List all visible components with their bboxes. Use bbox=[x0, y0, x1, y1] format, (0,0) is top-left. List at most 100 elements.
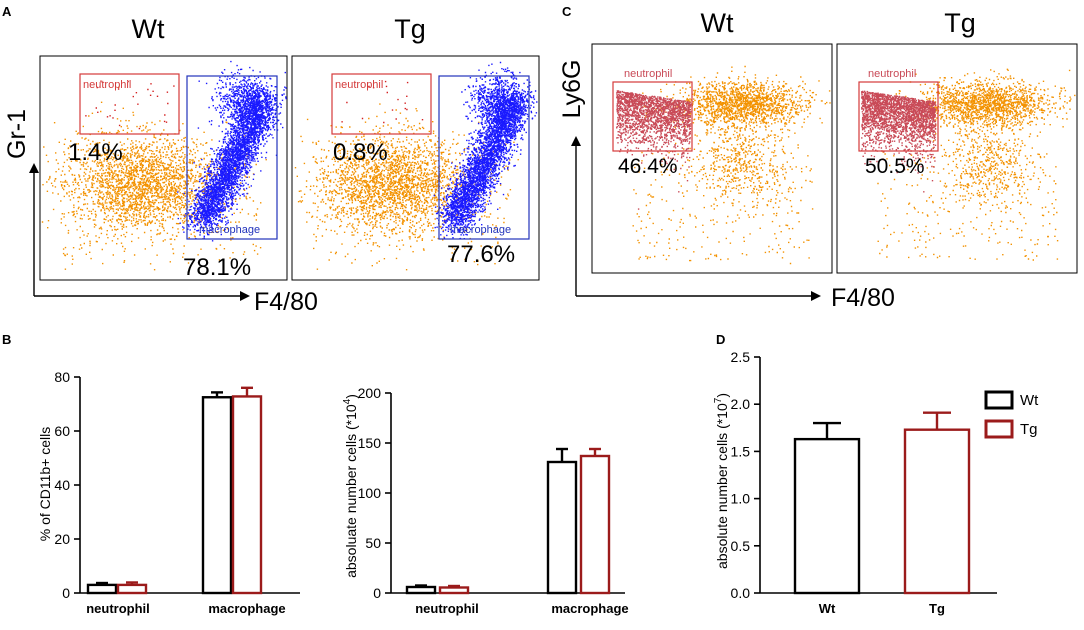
panel-a-x-axis-label: F4/80 bbox=[254, 288, 318, 316]
y-tick-label: 50 bbox=[365, 535, 381, 551]
panel-a-tg-macrophage-gate-label: macrophage bbox=[450, 224, 511, 236]
x-category-label: macrophage bbox=[551, 601, 628, 616]
y-tick-label: 1.0 bbox=[731, 491, 751, 507]
scatter-dots bbox=[861, 90, 937, 193]
y-tick-label: 150 bbox=[358, 435, 382, 451]
panel-c-wt-neutrophil-gate bbox=[612, 81, 693, 152]
panel-a-tg-macrophage-percent: 77.6% bbox=[447, 241, 515, 268]
panel-a-wt-frame bbox=[39, 55, 288, 281]
tg-macrophage-population bbox=[433, 61, 538, 248]
panel-c-wt-title: Wt bbox=[701, 8, 734, 38]
chart-b2-y-axis-title: absoluate number cells (*104) bbox=[342, 394, 359, 578]
bar-wt-neutrophil bbox=[405, 585, 437, 595]
y-tick-label: 1.5 bbox=[731, 443, 751, 459]
panel-c-x-arrowhead bbox=[811, 291, 821, 301]
panel-a-wt-neutrophil-percent: 1.4% bbox=[68, 139, 123, 166]
panel-a-wt-macrophage-gate-label: macrophage bbox=[199, 224, 260, 236]
scatter-dots bbox=[294, 103, 519, 271]
chart-b1-y-axis-title: % of CD11b+ cells bbox=[37, 427, 53, 542]
y-tick-label: 80 bbox=[54, 369, 70, 385]
bar-wt-neutrophil bbox=[86, 583, 118, 595]
scatter-dots bbox=[433, 79, 538, 248]
panel-a-x-arrowhead bbox=[240, 291, 250, 301]
panel-a-tg-neutrophil-percent: 0.8% bbox=[333, 139, 388, 166]
scatter-dots bbox=[197, 60, 287, 137]
chart-d-y-axis-title: absolute number cells (*107) bbox=[713, 393, 730, 569]
panel-b-letter: B bbox=[2, 332, 11, 347]
chart-b2-y-axis-title-sup: 4 bbox=[342, 398, 353, 404]
scatter-dots bbox=[616, 90, 692, 210]
bar-wt bbox=[793, 437, 861, 595]
panel-a-wt-macrophage-percent: 78.1% bbox=[183, 254, 251, 281]
bar-wt-macrophage bbox=[201, 396, 233, 595]
panel-c-wt-neutrophil-gate-label: neutrophil bbox=[624, 68, 672, 80]
tg-neutrophil-population bbox=[861, 90, 937, 193]
bar-tg-neutrophil bbox=[116, 583, 148, 595]
scatter-dots bbox=[642, 65, 831, 141]
panel-a-y-arrowhead bbox=[29, 163, 39, 173]
legend-swatch-tg bbox=[984, 419, 1014, 439]
panel-a-tg-frame bbox=[291, 55, 540, 281]
panel-c-tg-neutrophil-gate bbox=[858, 81, 939, 152]
panel-c: C Wt Tg Ly6G F4/80 neutrophil neutrophil… bbox=[558, 4, 1078, 312]
bar-chart-percent: 0 20 40 60 80 neutrophil macrophage bbox=[54, 369, 300, 616]
scatter-dots bbox=[461, 61, 535, 141]
legend-label-wt: Wt bbox=[1020, 392, 1039, 409]
y-tick-label: 60 bbox=[54, 423, 70, 439]
panel-a-wt-dots bbox=[41, 60, 287, 271]
wt-neutrophil-population bbox=[616, 90, 692, 210]
panel-a-tg-neutrophil-gate-label: neutrophil bbox=[335, 79, 383, 91]
panel-c-wt-dots bbox=[616, 65, 831, 265]
panel-c-tg-neutrophil-percent: 50.5% bbox=[865, 155, 925, 178]
x-category-label: neutrophil bbox=[86, 601, 150, 616]
panel-a-tg-title: Tg bbox=[394, 14, 426, 44]
y-tick-label: 0.5 bbox=[731, 538, 751, 554]
panel-c-wt-frame bbox=[591, 43, 833, 274]
panel-a-tg-dots bbox=[294, 61, 538, 271]
tg-orange-population bbox=[294, 103, 519, 271]
panel-c-x-axis-label: F4/80 bbox=[831, 284, 895, 312]
x-category-label: neutrophil bbox=[415, 601, 479, 616]
panel-a-letter: A bbox=[2, 4, 12, 19]
panel-a-y-axis-label: Gr-1 bbox=[3, 109, 31, 159]
legend-label-tg: Tg bbox=[1020, 421, 1038, 438]
panel-a-wt-neutrophil-gate bbox=[79, 73, 180, 135]
y-tick-label: 100 bbox=[358, 485, 382, 501]
y-tick-label: 200 bbox=[358, 385, 382, 401]
panel-d-letter: D bbox=[716, 332, 725, 347]
x-category-label: Wt bbox=[819, 601, 836, 616]
panel-a-tg-neutrophil-gate bbox=[331, 73, 432, 135]
y-tick-label: 2.5 bbox=[731, 349, 751, 365]
y-tick-label: 0.0 bbox=[731, 585, 751, 601]
panel-a-wt-neutrophil-gate-label: neutrophil bbox=[83, 79, 131, 91]
panel-a-tg-macrophage-gate bbox=[438, 75, 530, 240]
chart-d-y-axis-title-main: absolute number cells (*10 bbox=[714, 403, 730, 569]
chart-d-y-axis-title-sup: 7 bbox=[713, 397, 724, 403]
wt-orange-population bbox=[632, 65, 831, 265]
chart-b2-y-axis-title-end: ) bbox=[343, 394, 359, 399]
wt-macrophage-population bbox=[177, 60, 287, 242]
panel-c-tg-neutrophil-gate-label: neutrophil bbox=[868, 68, 916, 80]
panel-c-y-axis-label: Ly6G bbox=[558, 60, 586, 119]
legend: Wt Tg bbox=[984, 390, 1039, 439]
y-tick-label: 0 bbox=[373, 585, 381, 601]
panel-a-wt-title: Wt bbox=[132, 14, 165, 44]
wt-neutrophil-population bbox=[85, 80, 175, 130]
panel-c-tg-frame bbox=[836, 43, 1078, 274]
y-tick-label: 2.0 bbox=[731, 396, 751, 412]
x-category-label: macrophage bbox=[208, 601, 285, 616]
y-tick-label: 0 bbox=[62, 585, 70, 601]
x-category-label: Tg bbox=[929, 601, 945, 616]
panel-c-letter: C bbox=[562, 4, 572, 19]
bar-tg-macrophage bbox=[579, 454, 611, 595]
panel-c-tg-title: Tg bbox=[944, 8, 976, 38]
chart-b2-y-axis-title-main: absoluate number cells (*10 bbox=[343, 404, 359, 578]
chart-d-y-axis-title-end: ) bbox=[714, 393, 730, 398]
bar-chart-absolute: 0 50 100 150 200 neutrophil macrophage bbox=[358, 385, 629, 616]
legend-swatch-wt bbox=[984, 390, 1014, 410]
y-tick-label: 40 bbox=[54, 477, 70, 493]
bar-wt-macrophage bbox=[546, 460, 578, 595]
panel-a: A Wt Tg Gr-1 F4/80 neutrophil neutrophi bbox=[2, 4, 540, 316]
bar-tg-macrophage bbox=[231, 395, 263, 595]
